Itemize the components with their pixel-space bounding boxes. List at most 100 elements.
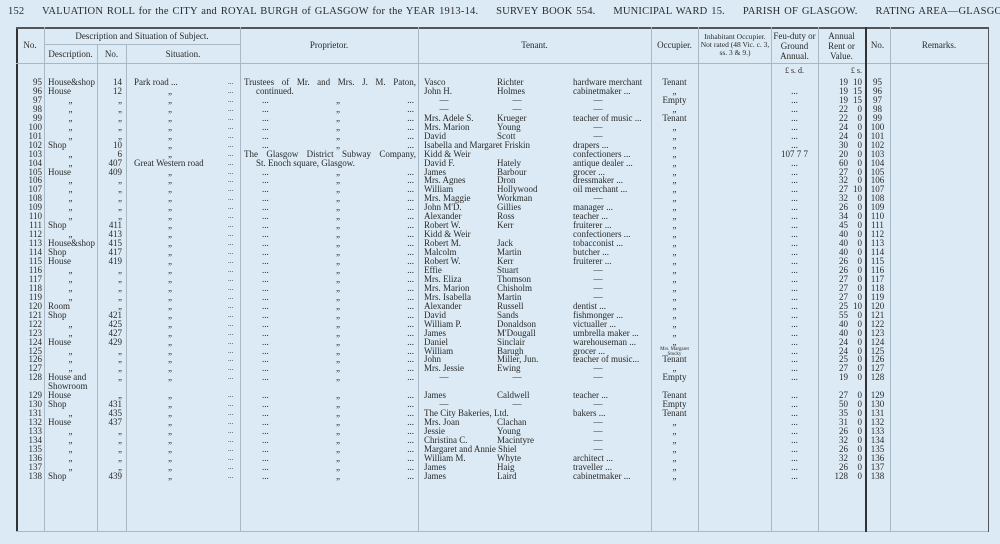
occupier: Empty: [662, 94, 687, 105]
street-number: „: [118, 202, 122, 213]
leader-dots: ...: [228, 203, 234, 212]
occupier: „: [672, 417, 677, 428]
col-header-inhabitant-occupier: Inhabitant Occupier. Not rated (48 Vic. …: [700, 32, 770, 57]
rent-pounds: 30: [839, 139, 848, 150]
leader-dots: ...: [228, 292, 234, 301]
tenant-surname: —: [512, 399, 522, 410]
occupation: fruiterer ...: [573, 220, 612, 231]
description: Room: [48, 300, 71, 311]
table-border-bottom: [16, 531, 988, 532]
entry-number-right: 110: [870, 211, 885, 222]
entry-number-right: 135: [870, 443, 885, 454]
tenant-first-name: William: [424, 184, 454, 195]
col-line: [890, 27, 891, 532]
tenant-first-name: James: [424, 166, 446, 177]
occupation: —: [593, 193, 603, 204]
entry-number-right: 96: [873, 85, 882, 96]
proprietor: ... „ ...: [262, 140, 414, 150]
situation: „: [168, 327, 172, 338]
proprietor: ... „ ...: [262, 221, 414, 231]
tenant-surname: Russell: [497, 300, 524, 311]
occupier: „: [672, 103, 677, 114]
entry-number-right: 112: [870, 229, 885, 240]
entry-number-right: 107: [870, 184, 885, 195]
entry-number-right: 118: [870, 282, 885, 293]
rent-pounds: 19: [839, 94, 848, 105]
feu-duty: ...: [791, 139, 798, 150]
description: „: [68, 452, 73, 463]
situation: „: [168, 408, 172, 419]
entry-number-right: 115: [870, 256, 885, 266]
proprietor: ... „ ...: [262, 409, 414, 419]
occupier: „: [672, 336, 677, 347]
occupation: dressmaker ...: [573, 175, 623, 186]
tenant-first-name: —: [439, 399, 449, 410]
entry-number-right: 109: [870, 202, 885, 213]
entry-number-right: 120: [870, 300, 885, 311]
subheader-divider: [44, 44, 240, 45]
occupation: —: [593, 435, 603, 445]
entry-number: 128: [28, 372, 43, 383]
occupier: „: [672, 148, 677, 159]
col-line: [698, 27, 699, 532]
street-number: 437: [108, 417, 123, 428]
feu-duty: ...: [791, 470, 798, 481]
situation: „: [168, 202, 172, 213]
situation: „: [168, 336, 172, 347]
tenant-surname: Clachan: [497, 417, 527, 428]
situation: „: [168, 121, 172, 132]
street-number: 421: [108, 309, 123, 320]
rent-shillings: 0: [857, 157, 863, 168]
rent-shillings: 0: [857, 166, 863, 177]
rent-shillings: 0: [857, 130, 863, 141]
description: House: [48, 256, 71, 266]
entry-number-right: 117: [870, 273, 885, 284]
rent-shillings: 0: [857, 435, 863, 445]
description: „: [68, 282, 73, 293]
entry-number-right: 102: [870, 139, 885, 150]
situation: „: [168, 354, 172, 365]
leader-dots: ...: [228, 337, 234, 346]
rent-pounds: 24: [839, 336, 848, 347]
occupier: „: [672, 184, 677, 195]
rent-pounds: 22: [839, 112, 848, 123]
entry-number: 103: [28, 148, 43, 159]
tenant-surname: Gillies: [497, 202, 521, 213]
entry-number-right: 137: [870, 461, 885, 472]
occupier: „: [672, 211, 677, 222]
col-line: [44, 27, 45, 532]
rent-pounds: 24: [839, 121, 848, 132]
proprietor: ... „ ...: [262, 328, 414, 338]
rent-pounds: 40: [839, 327, 848, 338]
col-line: [240, 27, 241, 532]
entry-number-right: 133: [870, 426, 885, 437]
col-header-annual-rent: Annual Rent or Value.: [828, 31, 855, 61]
street-number: „: [118, 175, 122, 186]
rent-shillings: 0: [857, 282, 863, 293]
occupation: fruiterer ...: [573, 256, 612, 266]
tenant-first-name: David F.: [424, 157, 455, 168]
occupation: —: [593, 399, 603, 410]
rent-pounds: 35: [839, 408, 848, 419]
entry-number-right: 106: [870, 175, 885, 186]
street-number: „: [118, 426, 122, 437]
tenant-surname: Richter: [497, 77, 524, 87]
entry-number-right: 114: [870, 247, 885, 258]
occupation: traveller ...: [573, 461, 612, 472]
feu-duty: ...: [791, 193, 798, 204]
entry-number: 126: [28, 354, 43, 365]
tenant-first-name: John: [424, 354, 442, 365]
occupier: „: [672, 247, 677, 258]
tenant-surname: Chisholm: [497, 282, 533, 293]
leader-dots: ...: [228, 122, 234, 131]
entry-number: 117: [28, 273, 42, 284]
tenant-first-name: James: [424, 327, 446, 338]
tenant-surname: —: [512, 372, 522, 383]
entry-number: 116: [28, 264, 42, 275]
proprietor: ... „ ...: [262, 355, 414, 365]
col-header-tenant: Tenant.: [521, 40, 548, 50]
rent-shillings: 0: [857, 461, 863, 472]
street-number: „: [118, 363, 122, 374]
description: „: [68, 327, 73, 338]
leader-dots: ...: [228, 230, 234, 239]
